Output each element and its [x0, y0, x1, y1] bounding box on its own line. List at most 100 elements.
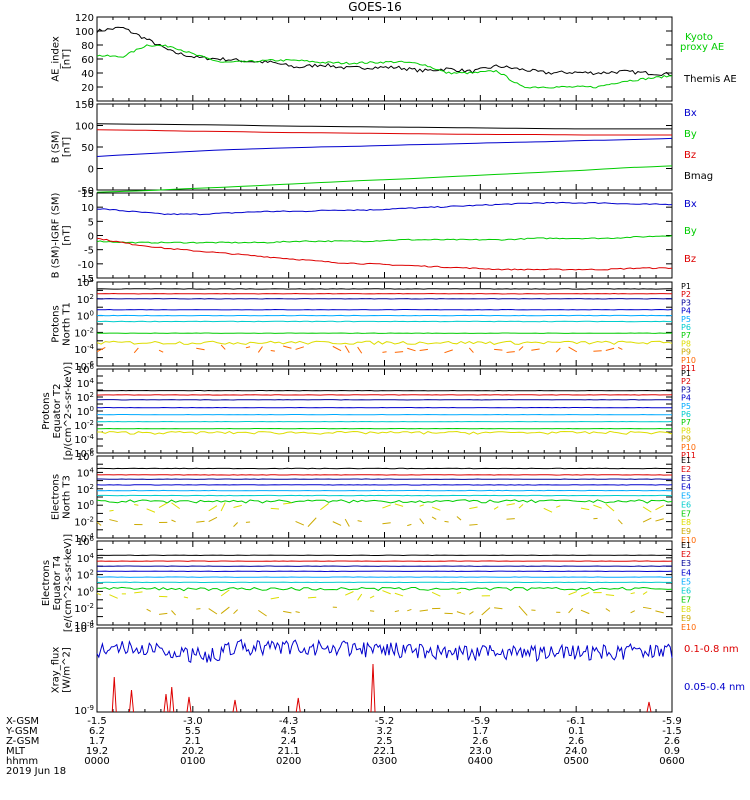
channel-fragment: [134, 591, 143, 594]
ephemeris-value: 0.1: [568, 726, 584, 737]
panel-2-ytick-label: -10: [78, 260, 94, 271]
channel-fragment: [134, 504, 139, 506]
channel-fragment: [605, 608, 611, 612]
panel-4-ytick-label: 104: [77, 377, 95, 390]
xray-short-channel-spike: [163, 693, 169, 713]
panel-0-ytick-label: 120: [75, 13, 94, 24]
channel-fragment: [369, 595, 375, 599]
channel-fragment: [220, 502, 226, 512]
channel-fragment: [531, 348, 540, 351]
panel-5-ytick-label: 106: [77, 450, 95, 463]
panel-5-ytick-label: 10-2: [74, 516, 94, 529]
panel-0-ytick-label: 40: [81, 69, 94, 80]
channel-fragment: [605, 347, 615, 351]
channel-label-e7: E7: [681, 509, 691, 518]
panel-0-ytick-label: 60: [81, 55, 94, 66]
legend-bmag: Bmag: [684, 171, 713, 182]
b-sm-series-line: [96, 129, 672, 136]
channel-fragment: [233, 504, 242, 509]
channel-label-p2: P2: [681, 377, 691, 386]
channel-fragment: [617, 519, 623, 525]
channel-fragment: [307, 517, 317, 527]
channel-fragment: [431, 516, 437, 520]
panel-0-ylabel: [nT]: [62, 49, 73, 69]
panel-2-frame: [96, 192, 673, 279]
panel-6-ytick-label: 104: [77, 552, 95, 565]
channel-fragment: [506, 351, 515, 353]
channel-fragment: [220, 606, 230, 614]
panel-5-ylabel: Electrons: [51, 474, 62, 520]
ephemeris-value: -3.0: [183, 716, 203, 727]
ephemeris-value: 0300: [372, 756, 397, 767]
channel-line-e7: [96, 499, 673, 504]
panel-5-ytick-label: 102: [77, 483, 94, 496]
channel-label-p6: P6: [681, 323, 691, 332]
channel-fragment: [109, 594, 118, 599]
panel-2-ytick-label: 15: [81, 189, 94, 200]
channel-label-e8: E8: [681, 518, 691, 527]
ephemeris-row-label: hhmm: [6, 756, 38, 767]
ephemeris-value: 2.6: [568, 736, 584, 747]
channel-fragment: [481, 607, 491, 616]
ephemeris-row-label: 2019 Jun 18: [6, 766, 66, 777]
panel-3-ylabel: North T1: [62, 302, 73, 346]
channel-fragment: [96, 521, 102, 526]
ephemeris-value: 19.2: [86, 746, 108, 757]
channel-fragment: [494, 348, 503, 351]
channel-fragment: [171, 502, 181, 510]
legend-bz: Bz: [684, 254, 696, 265]
channel-line-e3: [97, 478, 672, 480]
channel-line-e5: [96, 576, 673, 578]
panel-4-ytick-label: 10-4: [74, 433, 94, 446]
channel-fragment: [518, 346, 524, 351]
channel-fragment: [307, 596, 317, 599]
channel-fragment: [431, 506, 441, 511]
panel-1-ylabel: [nT]: [62, 137, 73, 157]
channel-fragment: [642, 517, 652, 523]
channel-fragment: [618, 346, 623, 350]
xray-short-channel-spike: [111, 676, 117, 713]
panel-6-ytick-label: 100: [77, 585, 94, 598]
channel-label-p5: P5: [681, 402, 691, 411]
channel-fragment: [382, 351, 387, 353]
channel-label-p8: P8: [681, 426, 691, 435]
ephemeris-value: 0100: [180, 756, 205, 767]
b-sm-series-line: [96, 165, 673, 193]
channel-label-e6: E6: [681, 500, 691, 509]
channel-label-p1: P1: [681, 369, 691, 378]
legend-kyoto: Kyoto: [685, 32, 713, 43]
channel-fragment: [469, 523, 478, 526]
panel-6-ylabel: Electrons: [41, 560, 52, 606]
panel-4-ylabel: [p/(cm^2-s-sr-keV)]: [63, 362, 74, 461]
channel-fragment: [431, 591, 441, 597]
panel-0-ytick-label: 20: [81, 83, 94, 94]
channel-fragment: [196, 347, 205, 351]
channel-label-p7: P7: [681, 418, 691, 427]
ephemeris-value: 0500: [563, 756, 588, 767]
channel-fragment: [642, 591, 648, 595]
channel-line-e7: [96, 586, 673, 592]
ephemeris-value: 2.6: [472, 736, 488, 747]
panel-4-ytick-label: 10-2: [74, 419, 94, 432]
b-sm-series-line: [96, 123, 672, 130]
ephemeris-value: 2.1: [185, 736, 201, 747]
channel-line-p8: [97, 430, 673, 435]
panel-1-ylabel: B (SM): [51, 130, 62, 163]
channel-fragment: [543, 507, 553, 513]
panel-4-ylabel: Equator T2: [52, 384, 63, 439]
channel-label-p1: P1: [681, 282, 691, 291]
channel-fragment: [407, 523, 412, 527]
channel-label-e8: E8: [681, 605, 691, 614]
ephemeris-value: 22.1: [373, 746, 395, 757]
channel-fragment: [469, 506, 478, 510]
panel-3-ytick-label: 10-4: [74, 343, 94, 356]
channel-fragment: [419, 518, 425, 525]
panel-3-ytick-label: 10-2: [74, 326, 94, 339]
channel-fragment: [580, 507, 590, 511]
channel-fragment: [555, 505, 561, 508]
legend-bz: Bz: [684, 150, 696, 161]
panel-2-ylabel: [nT]: [62, 225, 73, 245]
channel-label-e3: E3: [681, 559, 691, 568]
channel-fragment: [394, 503, 404, 507]
channel-fragment: [394, 351, 404, 353]
